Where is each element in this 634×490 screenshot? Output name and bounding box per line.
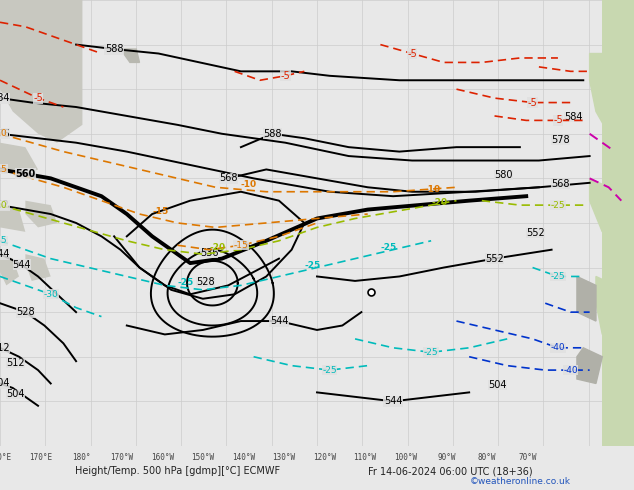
Text: ©weatheronline.co.uk: ©weatheronline.co.uk bbox=[469, 477, 571, 487]
Text: 80°W: 80°W bbox=[477, 453, 496, 462]
Polygon shape bbox=[0, 254, 19, 285]
Text: -25: -25 bbox=[424, 348, 439, 357]
Text: -5: -5 bbox=[407, 49, 417, 58]
Text: -25: -25 bbox=[304, 261, 321, 270]
Text: 150°W: 150°W bbox=[191, 453, 214, 462]
Text: 568: 568 bbox=[552, 179, 570, 189]
Text: 180°: 180° bbox=[72, 453, 91, 462]
Text: -5: -5 bbox=[553, 115, 563, 125]
Text: -5: -5 bbox=[280, 71, 290, 81]
Text: 544: 544 bbox=[269, 316, 288, 326]
Text: 120°W: 120°W bbox=[313, 453, 336, 462]
Text: -25: -25 bbox=[550, 200, 566, 210]
Polygon shape bbox=[25, 254, 51, 281]
Polygon shape bbox=[590, 53, 621, 134]
Polygon shape bbox=[124, 49, 139, 62]
Polygon shape bbox=[0, 205, 25, 232]
Text: -20: -20 bbox=[209, 243, 225, 252]
Text: 70°W: 70°W bbox=[518, 453, 537, 462]
Polygon shape bbox=[590, 178, 615, 232]
Text: -10: -10 bbox=[425, 185, 441, 194]
Text: 560: 560 bbox=[15, 169, 36, 179]
Text: 512: 512 bbox=[0, 343, 10, 353]
Text: -20: -20 bbox=[431, 198, 447, 207]
Text: 110°W: 110°W bbox=[354, 453, 377, 462]
Text: 170°E: 170°E bbox=[29, 453, 52, 462]
Text: 552: 552 bbox=[485, 254, 504, 264]
Text: 170°W: 170°W bbox=[110, 453, 133, 462]
Polygon shape bbox=[602, 0, 634, 446]
Text: -30: -30 bbox=[43, 290, 58, 299]
Text: 568: 568 bbox=[219, 173, 238, 183]
Text: 544: 544 bbox=[13, 260, 31, 270]
Text: -15: -15 bbox=[233, 241, 249, 250]
Text: 190°E: 190°E bbox=[0, 453, 11, 462]
Text: Height/Temp. 500 hPa [gdmp][°C] ECMWF: Height/Temp. 500 hPa [gdmp][°C] ECMWF bbox=[75, 466, 280, 476]
Polygon shape bbox=[596, 276, 621, 334]
Text: -5: -5 bbox=[33, 93, 43, 103]
Text: 578: 578 bbox=[552, 135, 570, 145]
Text: 504: 504 bbox=[6, 389, 25, 399]
Text: 512: 512 bbox=[6, 358, 25, 368]
Text: -25: -25 bbox=[380, 243, 397, 252]
Polygon shape bbox=[577, 348, 602, 384]
Text: 160°W: 160°W bbox=[151, 453, 174, 462]
Text: 140°W: 140°W bbox=[232, 453, 255, 462]
Text: 576: 576 bbox=[0, 129, 10, 139]
Text: 100°W: 100°W bbox=[394, 453, 417, 462]
Text: -15: -15 bbox=[0, 165, 8, 174]
Text: 504: 504 bbox=[488, 380, 507, 390]
Text: -10: -10 bbox=[241, 180, 257, 189]
Text: 536: 536 bbox=[200, 248, 218, 258]
Text: 584: 584 bbox=[0, 93, 10, 103]
Text: 90°W: 90°W bbox=[437, 453, 456, 462]
Polygon shape bbox=[577, 276, 596, 321]
Text: -40: -40 bbox=[550, 343, 566, 352]
Polygon shape bbox=[0, 143, 38, 178]
Text: -10: -10 bbox=[0, 129, 8, 138]
Polygon shape bbox=[0, 0, 82, 143]
Text: -25: -25 bbox=[0, 236, 8, 245]
Text: -25: -25 bbox=[322, 366, 337, 374]
Text: -20: -20 bbox=[0, 200, 8, 210]
Text: 580: 580 bbox=[495, 171, 513, 180]
Text: 588: 588 bbox=[105, 44, 124, 54]
Text: 504: 504 bbox=[0, 378, 10, 389]
Text: 528: 528 bbox=[197, 277, 215, 287]
Text: -15: -15 bbox=[152, 207, 169, 216]
Text: 552: 552 bbox=[0, 200, 10, 210]
Text: 552: 552 bbox=[526, 228, 545, 238]
Text: -25: -25 bbox=[550, 272, 566, 281]
Text: 544: 544 bbox=[384, 396, 403, 406]
Text: Fr 14-06-2024 06:00 UTC (18+36): Fr 14-06-2024 06:00 UTC (18+36) bbox=[368, 466, 533, 476]
Text: 588: 588 bbox=[263, 129, 282, 139]
Text: 528: 528 bbox=[16, 307, 35, 317]
Text: -5: -5 bbox=[527, 98, 538, 108]
Text: 544: 544 bbox=[0, 249, 10, 259]
Text: 130°W: 130°W bbox=[273, 453, 295, 462]
Polygon shape bbox=[25, 201, 57, 227]
Text: -25: -25 bbox=[178, 278, 194, 287]
Text: -40: -40 bbox=[563, 366, 578, 374]
Text: 584: 584 bbox=[564, 112, 583, 122]
